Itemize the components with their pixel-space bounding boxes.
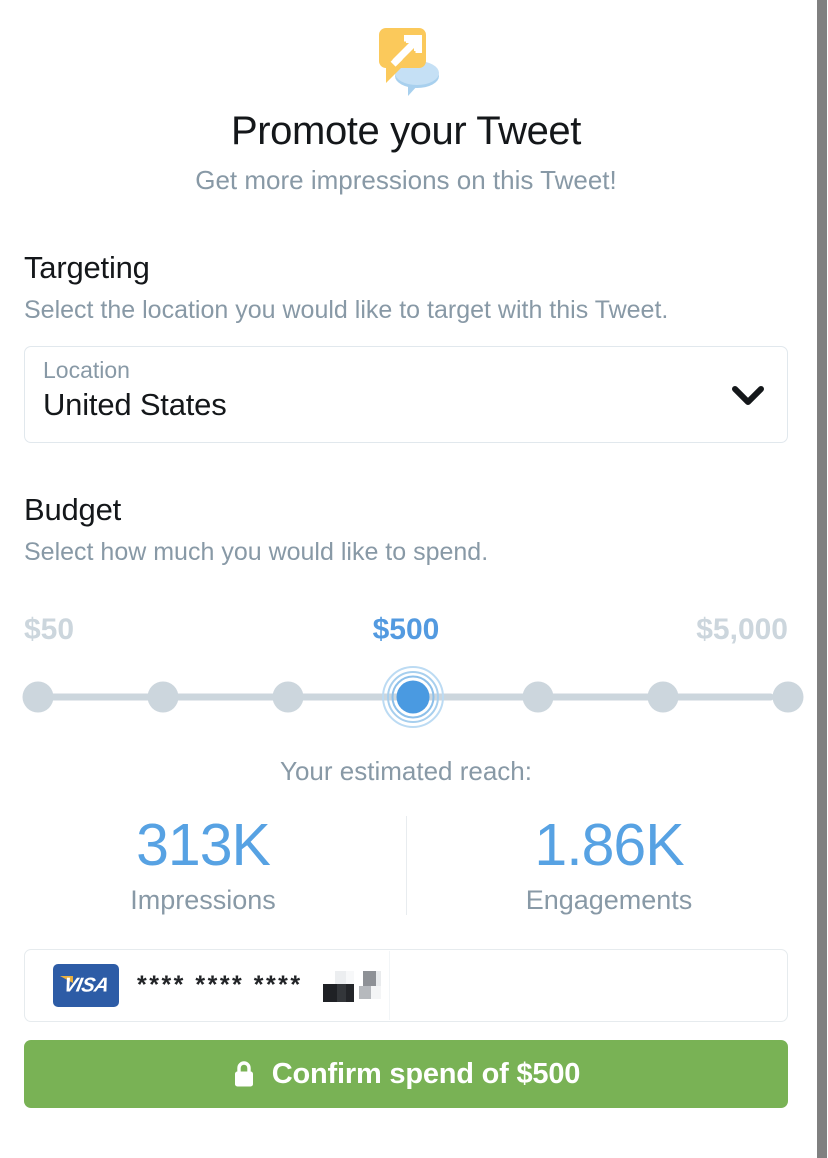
estimated-reach-stats: 313K Impressions 1.86K Engagements (0, 812, 812, 917)
header: Promote your Tweet Get more impressions … (0, 0, 812, 197)
budget-max-label: $5,000 (696, 613, 788, 646)
slider-step-1[interactable] (147, 681, 179, 713)
payment-method-row[interactable]: VISA **** **** **** (24, 949, 788, 1022)
stats-divider (406, 816, 407, 915)
confirm-spend-label: Confirm spend of $500 (271, 1058, 581, 1090)
stat-engagements: 1.86K Engagements (406, 812, 812, 917)
budget-section: Budget Select how much you would like to… (0, 491, 812, 569)
location-select-value: United States (43, 387, 227, 422)
slider-thumb-ring-outer (382, 666, 444, 728)
visa-brand-text: VISA (61, 974, 111, 996)
chevron-down-icon[interactable] (731, 378, 765, 412)
page-title: Promote your Tweet (230, 109, 581, 153)
page-subtitle: Get more impressions on this Tweet! (195, 165, 617, 195)
scrollbar-thumb[interactable] (817, 0, 827, 1158)
location-select[interactable]: Location United States (24, 346, 788, 443)
stat-engagements-label: Engagements (525, 885, 693, 915)
estimated-reach-section: Your estimated reach: 313K Impressions 1… (0, 755, 812, 917)
slider-thumb-ring-inner (391, 675, 435, 719)
card-last-four-redacted (322, 969, 381, 1002)
budget-heading: Budget (24, 492, 122, 527)
promote-tweet-megaphone-icon (379, 28, 439, 96)
stat-impressions: 313K Impressions (0, 812, 406, 917)
slider-step-5[interactable] (647, 681, 679, 713)
targeting-description: Select the location you would like to ta… (24, 296, 669, 324)
slider-thumb-ring-mid (387, 671, 439, 723)
scrollbar-track[interactable] (812, 0, 828, 1158)
stat-engagements-value: 1.86K (534, 812, 684, 878)
targeting-heading: Targeting (24, 250, 150, 285)
slider-step-6[interactable] (772, 681, 804, 713)
lock-icon (234, 1061, 253, 1087)
card-masked-number: **** **** **** (137, 971, 303, 999)
budget-selected-label: $500 (372, 613, 440, 646)
budget-description: Select how much you would like to spend. (24, 538, 489, 566)
slider-step-2[interactable] (272, 681, 304, 713)
targeting-section: Targeting Select the location you would … (0, 249, 812, 443)
budget-slider-labels: $50 $500 $5,000 (24, 611, 788, 649)
slider-step-0[interactable] (22, 681, 54, 713)
slider-thumb-core (396, 680, 430, 714)
estimated-reach-caption: Your estimated reach: (280, 756, 532, 786)
visa-card-icon: VISA (53, 964, 119, 1007)
payment-row-divider (389, 951, 390, 1020)
location-select-label: Location (43, 357, 130, 383)
stat-impressions-value: 313K (136, 812, 271, 878)
budget-slider[interactable] (22, 666, 804, 728)
slider-thumb-selected[interactable] (382, 666, 444, 728)
confirm-spend-button[interactable]: Confirm spend of $500 (24, 1040, 788, 1108)
budget-min-label: $50 (24, 613, 75, 646)
slider-step-4[interactable] (522, 681, 554, 713)
budget-slider-area: $50 $500 $5,000 (0, 611, 812, 728)
stat-impressions-label: Impressions (130, 885, 276, 915)
